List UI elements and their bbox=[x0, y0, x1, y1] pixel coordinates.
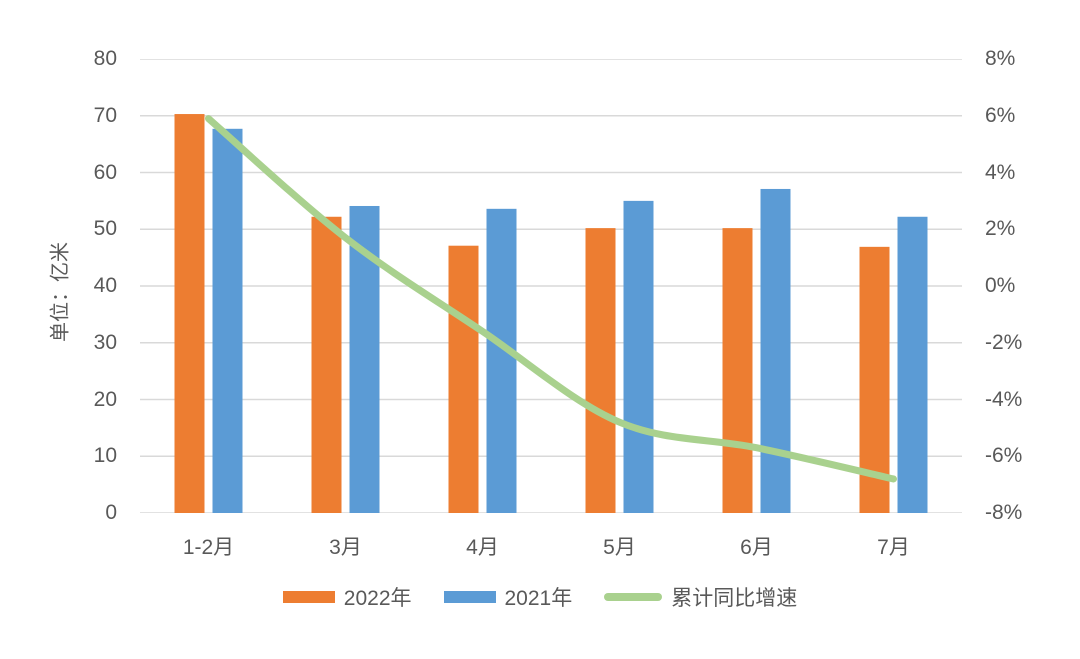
right-axis-tick: 2% bbox=[985, 217, 1016, 241]
x-axis-label-4月: 4月 bbox=[466, 536, 499, 559]
right-axis-tick: -8% bbox=[985, 501, 1023, 524]
left-axis-tick: 80 bbox=[93, 47, 117, 70]
chart-legend: 2022年 2021年 累计同比增速 bbox=[0, 582, 1080, 612]
x-axis-label-6月: 6月 bbox=[740, 536, 773, 559]
legend-swatch-累计同比增速 bbox=[604, 593, 663, 601]
right-axis-tick: 6% bbox=[985, 103, 1016, 127]
bar-2021年-7月 bbox=[897, 216, 928, 513]
left-axis-tick: 20 bbox=[93, 387, 117, 411]
chart-plot-svg bbox=[140, 58, 962, 514]
x-axis-label-3月: 3月 bbox=[329, 536, 362, 559]
legend-label: 2022年 bbox=[343, 587, 412, 610]
legend-swatch-2022年 bbox=[282, 591, 335, 603]
x-axis-label-5月: 5月 bbox=[603, 536, 636, 559]
bar-2022年-3月 bbox=[311, 216, 342, 513]
legend-item-2021年: 2021年 bbox=[443, 582, 573, 612]
bar-2022年-4月 bbox=[448, 245, 479, 513]
growth-rate-line bbox=[205, 115, 897, 483]
bar-2022年-6月 bbox=[722, 228, 753, 514]
bar-2022年-1-2月 bbox=[174, 114, 205, 514]
bar-2021年-5月 bbox=[623, 200, 654, 513]
left-axis-tick: 0 bbox=[105, 501, 117, 524]
right-axis-tick: 8% bbox=[985, 47, 1016, 70]
x-axis-label-7月: 7月 bbox=[877, 536, 910, 559]
legend-item-累计同比增速: 累计同比增速 bbox=[604, 582, 797, 612]
legend-item-2022年: 2022年 bbox=[282, 582, 412, 612]
right-axis-tick: -4% bbox=[985, 387, 1023, 411]
left-axis-tick: 60 bbox=[93, 160, 117, 184]
plot-area bbox=[140, 58, 962, 514]
right-axis-tick: 4% bbox=[985, 160, 1016, 184]
bar-2022年-5月 bbox=[585, 228, 616, 514]
bar-2021年-1-2月 bbox=[212, 128, 243, 513]
right-axis-tick: -2% bbox=[985, 330, 1023, 354]
legend-swatch-2021年 bbox=[443, 591, 496, 603]
right-axis-tick: -6% bbox=[985, 444, 1023, 468]
left-axis-tick: 70 bbox=[93, 103, 117, 127]
left-axis-tick: 40 bbox=[93, 274, 117, 297]
left-axis-tick: 30 bbox=[93, 330, 117, 354]
left-axis-tick: 10 bbox=[93, 444, 117, 468]
bar-2021年-6月 bbox=[760, 188, 791, 513]
bar-2021年-4月 bbox=[486, 208, 517, 513]
legend-label: 累计同比增速 bbox=[671, 587, 798, 610]
legend-label: 2021年 bbox=[504, 587, 573, 610]
right-axis-tick: 0% bbox=[985, 274, 1016, 297]
left-axis-tick: 50 bbox=[93, 217, 117, 241]
x-axis-label-1-2月: 1-2月 bbox=[182, 536, 235, 559]
